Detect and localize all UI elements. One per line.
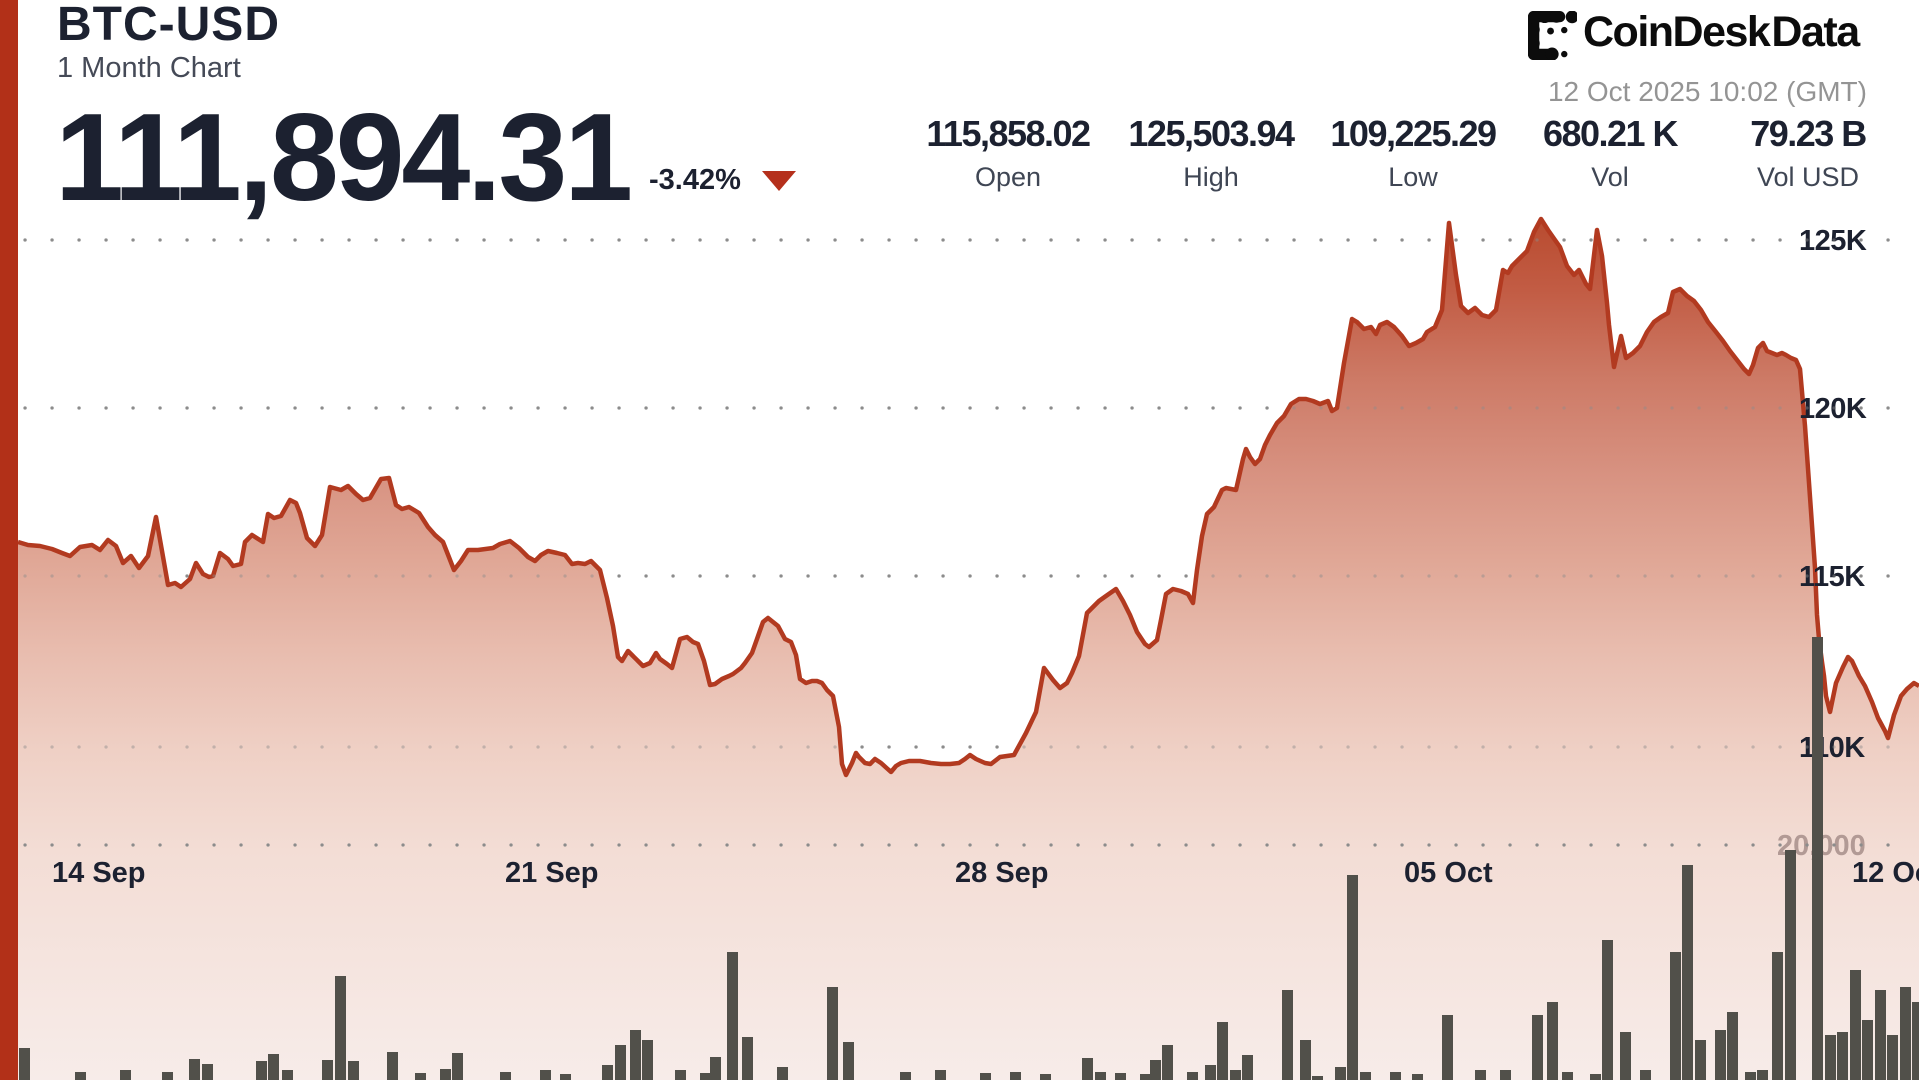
svg-text:120K: 120K bbox=[1799, 393, 1867, 425]
svg-text:110K: 110K bbox=[1799, 732, 1865, 764]
svg-text:125K: 125K bbox=[1799, 225, 1867, 257]
svg-text:115K: 115K bbox=[1799, 561, 1865, 593]
